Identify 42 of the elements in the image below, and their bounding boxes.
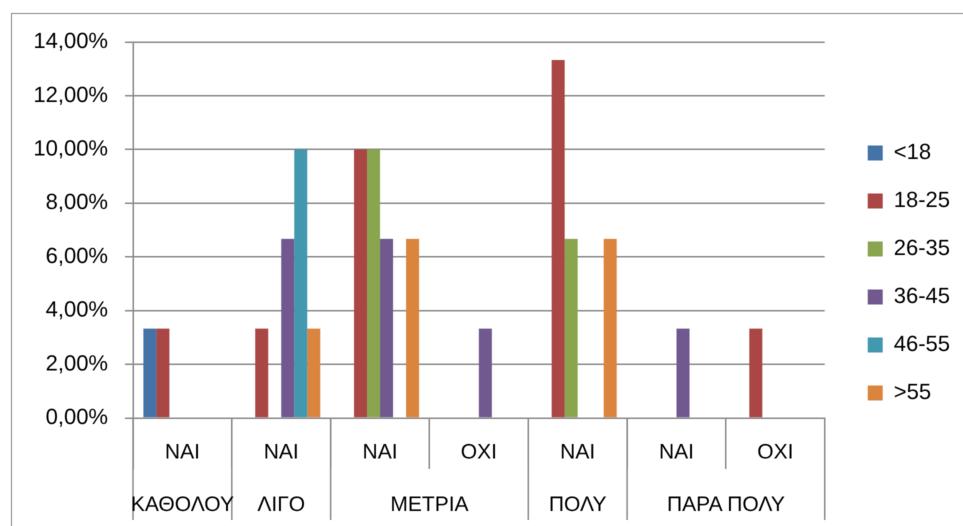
legend-label: <18 — [894, 139, 932, 164]
x-tick-label: ΟΧΙ — [460, 440, 497, 464]
bar — [604, 238, 617, 418]
x-tick-label: ΝΑΙ — [164, 440, 200, 464]
bar — [367, 149, 380, 418]
y-tick-label: 8,00% — [46, 189, 108, 214]
bar — [380, 238, 394, 418]
y-tick-label: 2,00% — [46, 350, 108, 376]
bar — [354, 149, 368, 418]
x-tick-label: ΝΑΙ — [560, 440, 596, 464]
legend-label: 46-55 — [894, 331, 950, 356]
text: ΛΙΓΟ — [257, 492, 306, 516]
legend-label: 26-35 — [894, 235, 950, 260]
text: ΚΑΘΟΛΟΥ — [130, 492, 234, 516]
text: ΠΑΡΑ ΠΟΛΥ — [666, 492, 785, 516]
text: ΠΟΛΥ — [548, 492, 606, 516]
bar — [478, 328, 492, 418]
bar — [749, 328, 762, 418]
y-tick-label: 6,00% — [46, 242, 108, 268]
x-tick-label: ΝΑΙ — [362, 440, 398, 464]
x-tick-label: ΝΑΙ — [658, 440, 694, 464]
x-tick-label: ΟΧΙ — [757, 440, 794, 464]
bar — [676, 328, 690, 418]
text: ΜΕΤΡΙΑ — [390, 492, 469, 516]
y-tick-label: 4,00% — [46, 296, 108, 322]
bar — [294, 149, 308, 418]
y-tick-label: 0,00% — [46, 404, 108, 430]
x-tick-label: ΝΑΙ — [264, 440, 299, 464]
bar — [156, 328, 170, 418]
bar — [406, 238, 420, 418]
y-tick-label: 12,00% — [33, 82, 108, 107]
bar — [564, 238, 578, 418]
y-tick-label: 10,00% — [33, 135, 108, 160]
bar — [552, 60, 565, 418]
legend-label: 18-25 — [894, 187, 950, 212]
legend-label: 36-45 — [894, 283, 950, 308]
bar — [281, 238, 294, 418]
y-tick-label: 14,00% — [33, 28, 108, 54]
bar — [143, 328, 156, 418]
bar — [255, 328, 268, 418]
bar — [307, 328, 320, 418]
legend-label: >55 — [894, 379, 932, 404]
